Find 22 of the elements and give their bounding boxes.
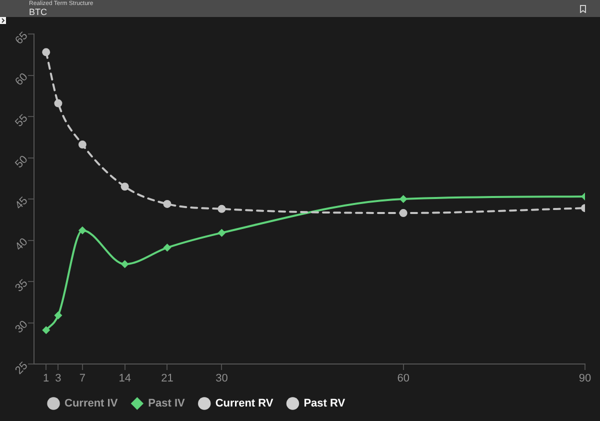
y-tick-label: 60: [13, 71, 30, 88]
legend-label: Past IV: [148, 398, 186, 410]
x-tick-label: 60: [397, 372, 410, 385]
chart-subtitle: BTC: [29, 7, 47, 17]
x-tick-label: 30: [216, 372, 228, 385]
legend-label: Past RV: [304, 398, 346, 410]
x-tick-label: 3: [55, 372, 62, 385]
x-tick-label: 90: [578, 372, 592, 385]
y-tick-label: 35: [13, 277, 30, 294]
y-tick-label: 25: [13, 360, 30, 377]
y-tick-label: 40: [13, 236, 30, 254]
legend-label: Current IV: [64, 398, 118, 410]
x-tick-label: 1: [43, 372, 50, 385]
legend-label: Current RV: [215, 398, 274, 410]
y-tick-label: 65: [13, 30, 30, 47]
x-tick-label: 21: [161, 372, 174, 385]
y-tick-label: 50: [13, 154, 30, 171]
x-tick-label: 14: [118, 372, 131, 385]
y-tick-label: 30: [13, 318, 30, 336]
y-tick-label: 45: [13, 194, 30, 212]
x-tick-label: 7: [79, 372, 86, 385]
y-tick-label: 55: [13, 112, 30, 130]
